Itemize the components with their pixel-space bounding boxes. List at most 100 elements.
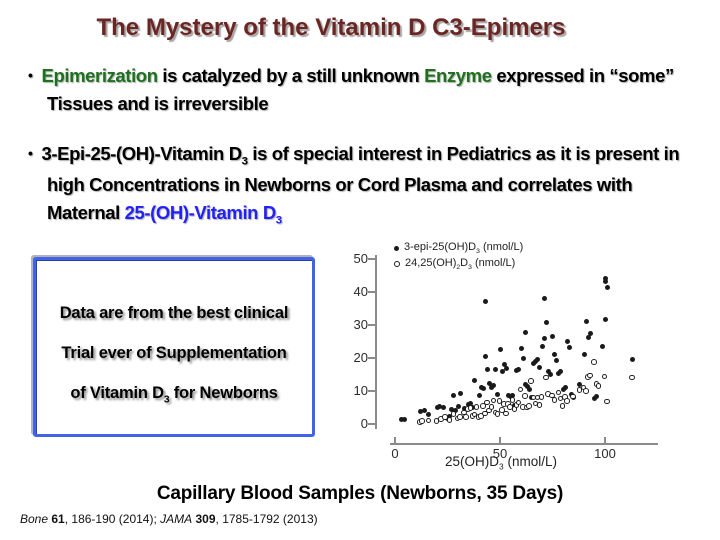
scatter-point bbox=[478, 413, 484, 419]
x-tick-label: 50 bbox=[492, 446, 508, 461]
x-tick-label: 100 bbox=[594, 446, 616, 461]
scatter-point bbox=[541, 296, 547, 302]
scatter-point bbox=[509, 397, 516, 404]
scatter-point bbox=[629, 374, 635, 381]
legend-marker-filled-icon bbox=[394, 245, 399, 251]
scatter-point bbox=[426, 411, 432, 417]
text-segment: Trial ever of Supplementation bbox=[61, 344, 287, 362]
y-axis bbox=[375, 255, 377, 429]
text-segment: , 186-190 (2014); bbox=[64, 512, 161, 526]
scatter-point bbox=[499, 407, 505, 413]
scatter-point bbox=[528, 378, 534, 384]
scatter-point bbox=[601, 373, 608, 380]
chart-legend: 3-epi-25(OH)D3 (nmol/L) 24,25(OH)2D3 (nm… bbox=[394, 240, 523, 272]
scatter-point bbox=[583, 388, 589, 394]
scatter-point bbox=[417, 408, 423, 414]
scatter-point bbox=[455, 404, 461, 410]
scatter-point bbox=[494, 411, 501, 417]
citation-footer: Bone 61, 186-190 (2014); JAMA 309, 1785-… bbox=[20, 512, 318, 526]
scatter-point bbox=[522, 393, 528, 399]
scatter-point bbox=[602, 276, 608, 282]
text-segment: 3-Epi-25-(OH)-Vitamin D bbox=[41, 143, 243, 165]
legend-marker-open-icon bbox=[394, 261, 400, 267]
scatter-point bbox=[604, 398, 610, 405]
callout-line: Data are from the best clinical bbox=[36, 293, 312, 333]
y-tick bbox=[368, 291, 375, 293]
text-segment: 25(OH)D bbox=[445, 454, 500, 469]
scatter-point bbox=[581, 352, 587, 358]
scatter-point bbox=[499, 368, 505, 374]
legend-item: 3-epi-25(OH)D3 (nmol/L) bbox=[394, 240, 523, 256]
scatter-point bbox=[541, 335, 547, 341]
scatter-point bbox=[600, 343, 606, 349]
scatter-point bbox=[425, 417, 432, 424]
text-segment: (nmol/L) bbox=[479, 240, 524, 253]
scatter-point bbox=[484, 366, 490, 372]
scatter-point bbox=[398, 417, 404, 423]
y-tick-label: 50 bbox=[353, 251, 368, 266]
text-segment: , 1785-1792 (2013) bbox=[215, 512, 318, 526]
scatter-point bbox=[491, 383, 497, 389]
scatter-point bbox=[543, 319, 549, 325]
x-tick-label: 0 bbox=[391, 446, 399, 461]
scatter-point bbox=[560, 387, 566, 393]
scatter-point bbox=[587, 331, 593, 337]
y-tick bbox=[368, 324, 375, 326]
bullet-item-epimerization: Epimerization is catalyzed by a still un… bbox=[28, 62, 704, 118]
callout-line: of Vitamin D3 for Newborns bbox=[36, 373, 312, 420]
scatter-point bbox=[536, 402, 543, 408]
scatter-point bbox=[554, 358, 560, 364]
text-segment: Epimerization bbox=[41, 65, 159, 86]
x-tick bbox=[604, 437, 606, 443]
scatter-point bbox=[482, 410, 488, 417]
scatter-point bbox=[436, 404, 442, 410]
scatter-point bbox=[566, 345, 572, 351]
y-tick bbox=[368, 390, 375, 392]
scatter-point bbox=[558, 369, 564, 375]
y-tick-label: 10 bbox=[353, 383, 368, 398]
scatter-point bbox=[595, 383, 602, 389]
scatter-point bbox=[562, 384, 568, 390]
scatter-point bbox=[535, 356, 541, 362]
x-tick bbox=[499, 437, 501, 443]
text-segment: 3 bbox=[468, 264, 472, 272]
text-segment: 3 bbox=[476, 248, 480, 256]
bullet-item-3-epi: 3-Epi-25-(OH)-Vitamin D3 is of special i… bbox=[28, 140, 704, 230]
scatter-point bbox=[497, 346, 503, 352]
text-segment: 3 bbox=[163, 394, 170, 406]
scatter-point bbox=[545, 368, 551, 374]
scatter-point bbox=[515, 399, 522, 406]
text-segment: expressed in “some” Tissues and is irrev… bbox=[47, 65, 674, 115]
scatter-point bbox=[446, 417, 453, 423]
scatter-point bbox=[526, 386, 532, 392]
y-tick bbox=[368, 423, 375, 425]
callout-line: Trial ever of Supplementation bbox=[36, 333, 312, 373]
text-segment: 3-epi-25(OH)D bbox=[404, 240, 477, 253]
scatter-point bbox=[526, 403, 532, 409]
scatter-point bbox=[524, 383, 530, 389]
text-segment: is catalyzed by a still unknown bbox=[157, 65, 425, 86]
scatter-point bbox=[468, 400, 474, 406]
text-segment: 2 bbox=[456, 264, 461, 272]
legend-label: 3-epi-25(OH)D3 (nmol/L) bbox=[404, 241, 523, 255]
scatter-point bbox=[419, 418, 425, 424]
scatter-point bbox=[570, 393, 576, 400]
scatter-point bbox=[520, 355, 526, 361]
text-segment: Enzyme bbox=[424, 65, 492, 86]
scatter-point bbox=[447, 414, 453, 420]
bullet-list: Epimerization is catalyzed by a still un… bbox=[28, 62, 704, 253]
scatter-point bbox=[602, 279, 608, 285]
scatter-point bbox=[503, 410, 509, 417]
scatter-point bbox=[538, 394, 545, 400]
scatter-point bbox=[482, 299, 488, 305]
scatter-point bbox=[594, 394, 600, 400]
scatter-point bbox=[461, 405, 467, 411]
scatter-point bbox=[493, 367, 499, 373]
text-segment: (nmol/L) bbox=[471, 256, 516, 269]
scatter-point bbox=[577, 381, 583, 387]
scatter-point bbox=[516, 367, 522, 373]
chart-caption: Capillary Blood Samples (Newborns, 35 Da… bbox=[156, 483, 564, 504]
scatter-point bbox=[501, 361, 507, 367]
x-axis bbox=[390, 443, 658, 445]
scatter-point bbox=[457, 391, 463, 397]
